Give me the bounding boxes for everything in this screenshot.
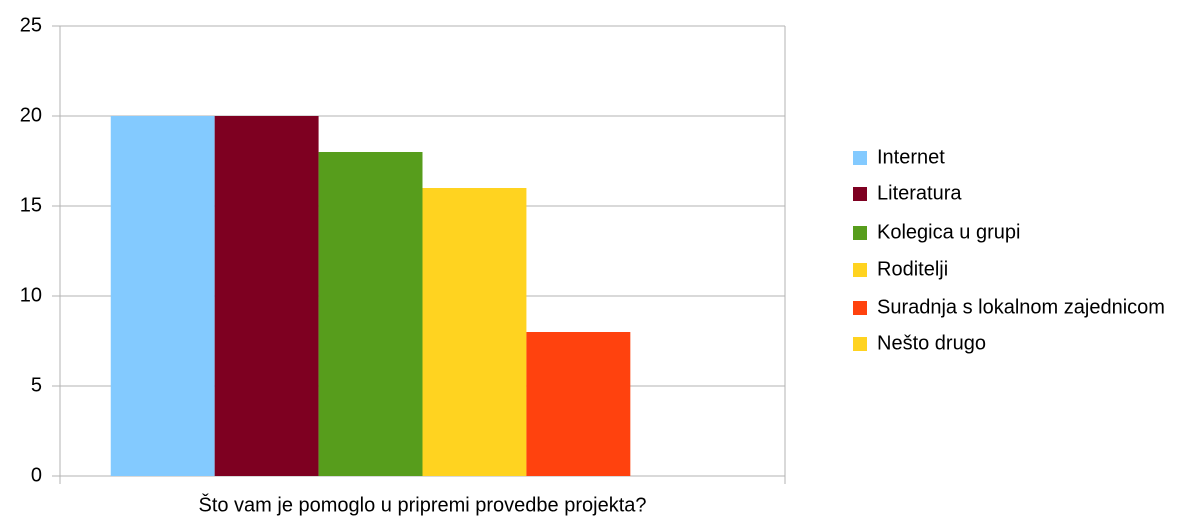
legend-swatch <box>853 263 867 277</box>
legend-swatch <box>853 301 867 315</box>
bar <box>214 116 319 476</box>
y-tick-label: 20 <box>20 104 42 126</box>
legend-swatch <box>853 226 867 240</box>
legend-label: Suradnja s lokalnom zajednicom <box>877 296 1165 318</box>
y-tick-label: 15 <box>20 194 42 216</box>
y-tick-label: 25 <box>20 14 42 36</box>
y-tick-label: 0 <box>31 464 42 486</box>
legend-label: Nešto drugo <box>877 332 986 354</box>
legend-label: Internet <box>877 146 945 168</box>
bar <box>422 188 527 476</box>
legend-swatch <box>853 187 867 201</box>
bar <box>318 152 423 476</box>
bar <box>110 116 215 476</box>
x-tick-label: Što vam je pomoglo u pripremi provedbe p… <box>198 493 646 516</box>
legend-label: Roditelji <box>877 258 948 280</box>
legend-label: Literatura <box>877 182 962 204</box>
legend-label: Kolegica u grupi <box>877 221 1020 243</box>
legend-swatch <box>853 151 867 165</box>
bar <box>526 332 631 476</box>
y-tick-label: 10 <box>20 284 42 306</box>
y-tick-label: 5 <box>31 374 42 396</box>
legend-swatch <box>853 337 867 351</box>
